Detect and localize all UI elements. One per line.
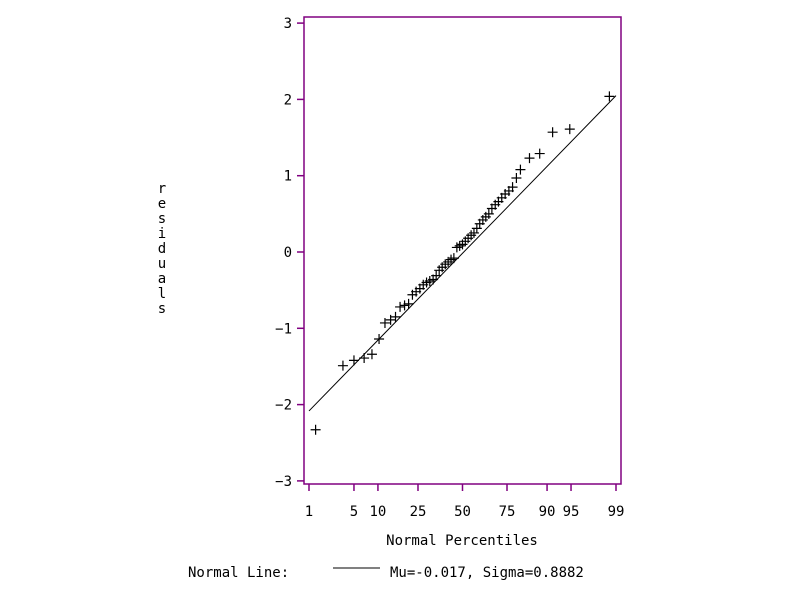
y-axis-label-letter: s bbox=[158, 301, 166, 317]
plus-marker bbox=[431, 270, 442, 281]
x-tick-label: 5 bbox=[350, 504, 358, 520]
plus-marker bbox=[454, 240, 465, 251]
legend: Normal Line: Mu=-0.017, Sigma=0.8882 bbox=[188, 565, 584, 581]
x-tick-label: 90 bbox=[539, 504, 556, 520]
plus-marker bbox=[337, 360, 348, 371]
x-tick-label: 75 bbox=[499, 504, 516, 520]
normal-line bbox=[308, 95, 617, 412]
y-axis-label-letter: e bbox=[158, 196, 166, 212]
plus-marker bbox=[511, 172, 522, 183]
x-axis: 1 5 10 25 50 75 90 95 99 bbox=[305, 484, 625, 520]
y-axis-label-letter: s bbox=[158, 211, 166, 227]
plus-marker bbox=[403, 298, 414, 309]
plus-marker bbox=[399, 300, 410, 311]
plus-marker bbox=[483, 208, 494, 219]
y-axis-label-letter: i bbox=[158, 226, 166, 242]
y-tick-label: 0 bbox=[284, 245, 292, 261]
x-tick-label: 50 bbox=[454, 504, 471, 520]
y-axis-label-letter: r bbox=[158, 181, 166, 197]
plus-marker bbox=[468, 227, 479, 238]
plus-marker bbox=[564, 124, 575, 135]
plus-marker bbox=[310, 424, 321, 435]
y-axis: −3 −2 −1 0 1 2 3 bbox=[275, 16, 304, 490]
plus-marker bbox=[507, 182, 518, 193]
plus-marker bbox=[515, 164, 526, 175]
plus-marker bbox=[348, 355, 359, 366]
y-axis-label-letter: d bbox=[158, 241, 166, 257]
data-points bbox=[310, 91, 615, 435]
x-tick-label: 25 bbox=[410, 504, 427, 520]
y-tick-label: 1 bbox=[284, 169, 292, 185]
y-tick-label: 2 bbox=[284, 92, 292, 108]
x-tick-label: 1 bbox=[305, 504, 313, 520]
plus-marker bbox=[524, 153, 535, 164]
plus-marker bbox=[379, 317, 390, 328]
legend-text: Mu=-0.017, Sigma=0.8882 bbox=[390, 565, 584, 581]
plus-marker bbox=[547, 127, 558, 138]
plus-marker bbox=[395, 301, 406, 312]
y-tick-label: 3 bbox=[284, 16, 292, 32]
plus-marker bbox=[448, 253, 459, 264]
x-tick-label: 95 bbox=[563, 504, 580, 520]
plus-marker bbox=[374, 333, 385, 344]
plot-frame bbox=[303, 16, 622, 485]
plus-marker bbox=[471, 223, 482, 234]
y-axis-label-letter: u bbox=[158, 256, 166, 272]
x-axis-label: Normal Percentiles bbox=[386, 533, 538, 549]
plus-marker bbox=[366, 349, 377, 360]
y-tick-label: −3 bbox=[275, 474, 292, 490]
x-tick-label: 10 bbox=[370, 504, 387, 520]
y-axis-label-letter: l bbox=[158, 286, 166, 302]
plus-marker bbox=[534, 148, 545, 159]
y-tick-label: −2 bbox=[275, 398, 292, 414]
x-tick-label: 99 bbox=[608, 504, 625, 520]
plus-marker bbox=[604, 91, 615, 102]
plus-marker bbox=[446, 254, 457, 265]
plus-marker bbox=[359, 353, 370, 364]
legend-prefix: Normal Line: bbox=[188, 565, 289, 581]
y-axis-label-letter: a bbox=[158, 271, 166, 287]
plus-marker bbox=[390, 311, 401, 322]
y-tick-label: −1 bbox=[275, 321, 292, 337]
